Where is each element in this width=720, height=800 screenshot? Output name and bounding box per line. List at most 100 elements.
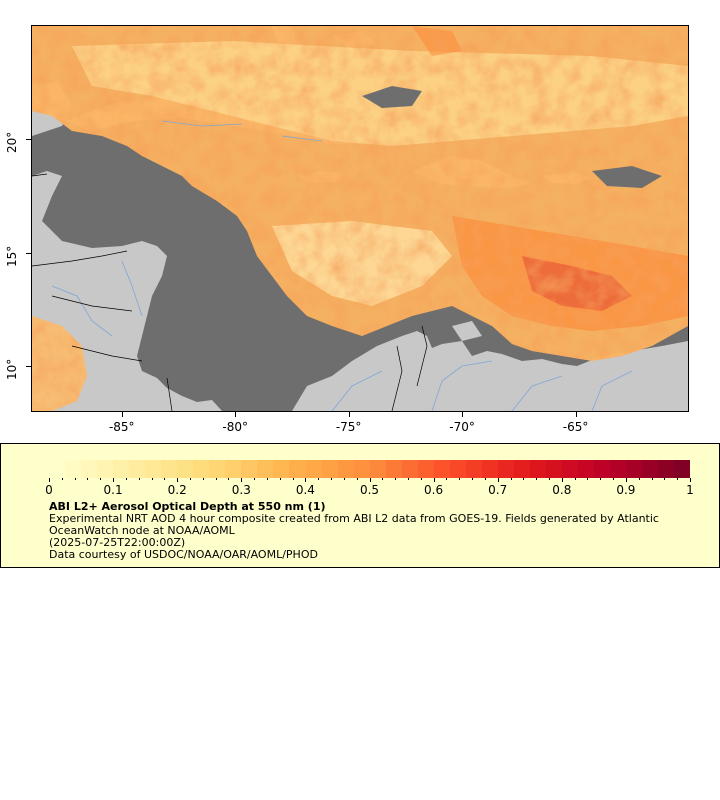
y-tick-label: 10° [5,359,19,381]
colorbar-swatch [289,460,306,478]
legend-timestamp: (2025-07-25T22:00:00Z) [49,536,186,549]
colorbar-minor-tick [279,478,281,480]
colorbar-swatch [337,460,354,478]
legend-panel: 0 0.1 0.2 0.3 0.4 0.5 0.6 0.7 0.8 0.9 1 ABI L2+ Ae… [0,443,720,568]
colorbar-swatch [385,460,402,478]
colorbar-minor-tick [266,478,268,480]
colorbar-minor-tick [74,478,76,480]
colorbar-tick-label: 1 [686,483,694,497]
legend-description-text: Experimental NRT AOD 4 hour composite cr… [49,512,659,537]
colorbar-swatch [177,460,194,478]
x-tick-label: -65° [562,420,589,434]
colorbar-swatch [417,460,434,478]
colorbar-minor-tick [318,478,320,480]
colorbar-minor-tick [100,478,102,480]
x-tick-mark [121,412,123,417]
colorbar-minor-tick [343,478,345,480]
y-tick-mark [26,252,31,254]
colorbar-tick-label: 0.7 [488,483,508,497]
colorbar-swatch [209,460,226,478]
colorbar-tick-label: 0.6 [424,483,444,497]
colorbar-tick [305,478,307,482]
colorbar-minor-tick [651,478,653,480]
colorbar-swatch [610,460,627,478]
colorbar-minor-tick [638,478,640,480]
colorbar-tick [497,478,499,482]
legend-description: Experimental NRT AOD 4 hour composite cr… [49,513,689,561]
colorbar-swatch [481,460,498,478]
colorbar-minor-tick [202,478,204,480]
colorbar-swatch [401,460,418,478]
colorbar-minor-tick [587,478,589,480]
colorbar-swatch [193,460,210,478]
x-tick-mark [235,412,237,417]
colorbar-tick-label: 0.9 [616,483,636,497]
colorbar-minor-tick [151,478,153,480]
colorbar-tick-label: 0.1 [103,483,123,497]
x-tick-label: -85° [108,420,135,434]
colorbar-tick-label: 0 [45,483,53,497]
colorbar-swatch [65,460,82,478]
colorbar-minor-tick [382,478,384,480]
colorbar [49,460,691,478]
colorbar-swatch [161,460,178,478]
colorbar-minor-tick [574,478,576,480]
colorbar-swatch [674,460,691,478]
colorbar-minor-tick [484,478,486,480]
colorbar-swatch [257,460,274,478]
colorbar-minor-tick [407,478,409,480]
colorbar-swatch [626,460,643,478]
colorbar-swatch [449,460,466,478]
colorbar-swatch [513,460,530,478]
colorbar-swatch [529,460,546,478]
colorbar-minor-tick [420,478,422,480]
colorbar-minor-tick [87,478,89,480]
colorbar-minor-tick [472,478,474,480]
colorbar-swatch [545,460,562,478]
x-tick-label: -80° [222,420,249,434]
colorbar-swatch [497,460,514,478]
colorbar-tick [625,478,627,482]
colorbar-tick-label: 0.8 [552,483,572,497]
y-tick-label: 20° [5,131,19,153]
aod-map [32,26,688,411]
colorbar-swatch [49,460,66,478]
borders [32,173,428,411]
colorbar-minor-tick [523,478,525,480]
colorbar-swatch [578,460,595,478]
colorbar-minor-tick [446,478,448,480]
x-tick-mark [348,412,350,417]
colorbar-tick-label: 0.5 [359,483,380,497]
colorbar-minor-tick [125,478,127,480]
colorbar-tick [241,478,243,482]
colorbar-swatch [658,460,675,478]
legend-credit: Data courtesy of USDOC/NOAA/OAR/AOML/PHO… [49,548,318,561]
colorbar-swatch [594,460,611,478]
colorbar-minor-tick [292,478,294,480]
colorbar-minor-tick [356,478,358,480]
colorbar-minor-tick [190,478,192,480]
colorbar-minor-tick [395,478,397,480]
colorbar-swatch [97,460,114,478]
colorbar-tick [690,478,691,482]
colorbar-tick [561,478,563,482]
colorbar-minor-tick [254,478,256,480]
colorbar-tick [369,478,371,482]
colorbar-swatch [305,460,322,478]
colorbar-tick-label: 0.3 [231,483,251,497]
no-data-hole [592,166,662,188]
colorbar-swatch [273,460,290,478]
colorbar-minor-tick [138,478,140,480]
colorbar-minor-tick [677,478,679,480]
map-panel [31,25,689,412]
colorbar-swatch [562,460,579,478]
no-data-hole [362,86,422,108]
colorbar-swatch [145,460,162,478]
colorbar-tick [113,478,115,482]
colorbar-swatch [465,460,482,478]
x-tick-mark [462,412,464,417]
colorbar-swatch [225,460,242,478]
colorbar-minor-tick [548,478,550,480]
colorbar-minor-tick [510,478,512,480]
colorbar-minor-tick [331,478,333,480]
